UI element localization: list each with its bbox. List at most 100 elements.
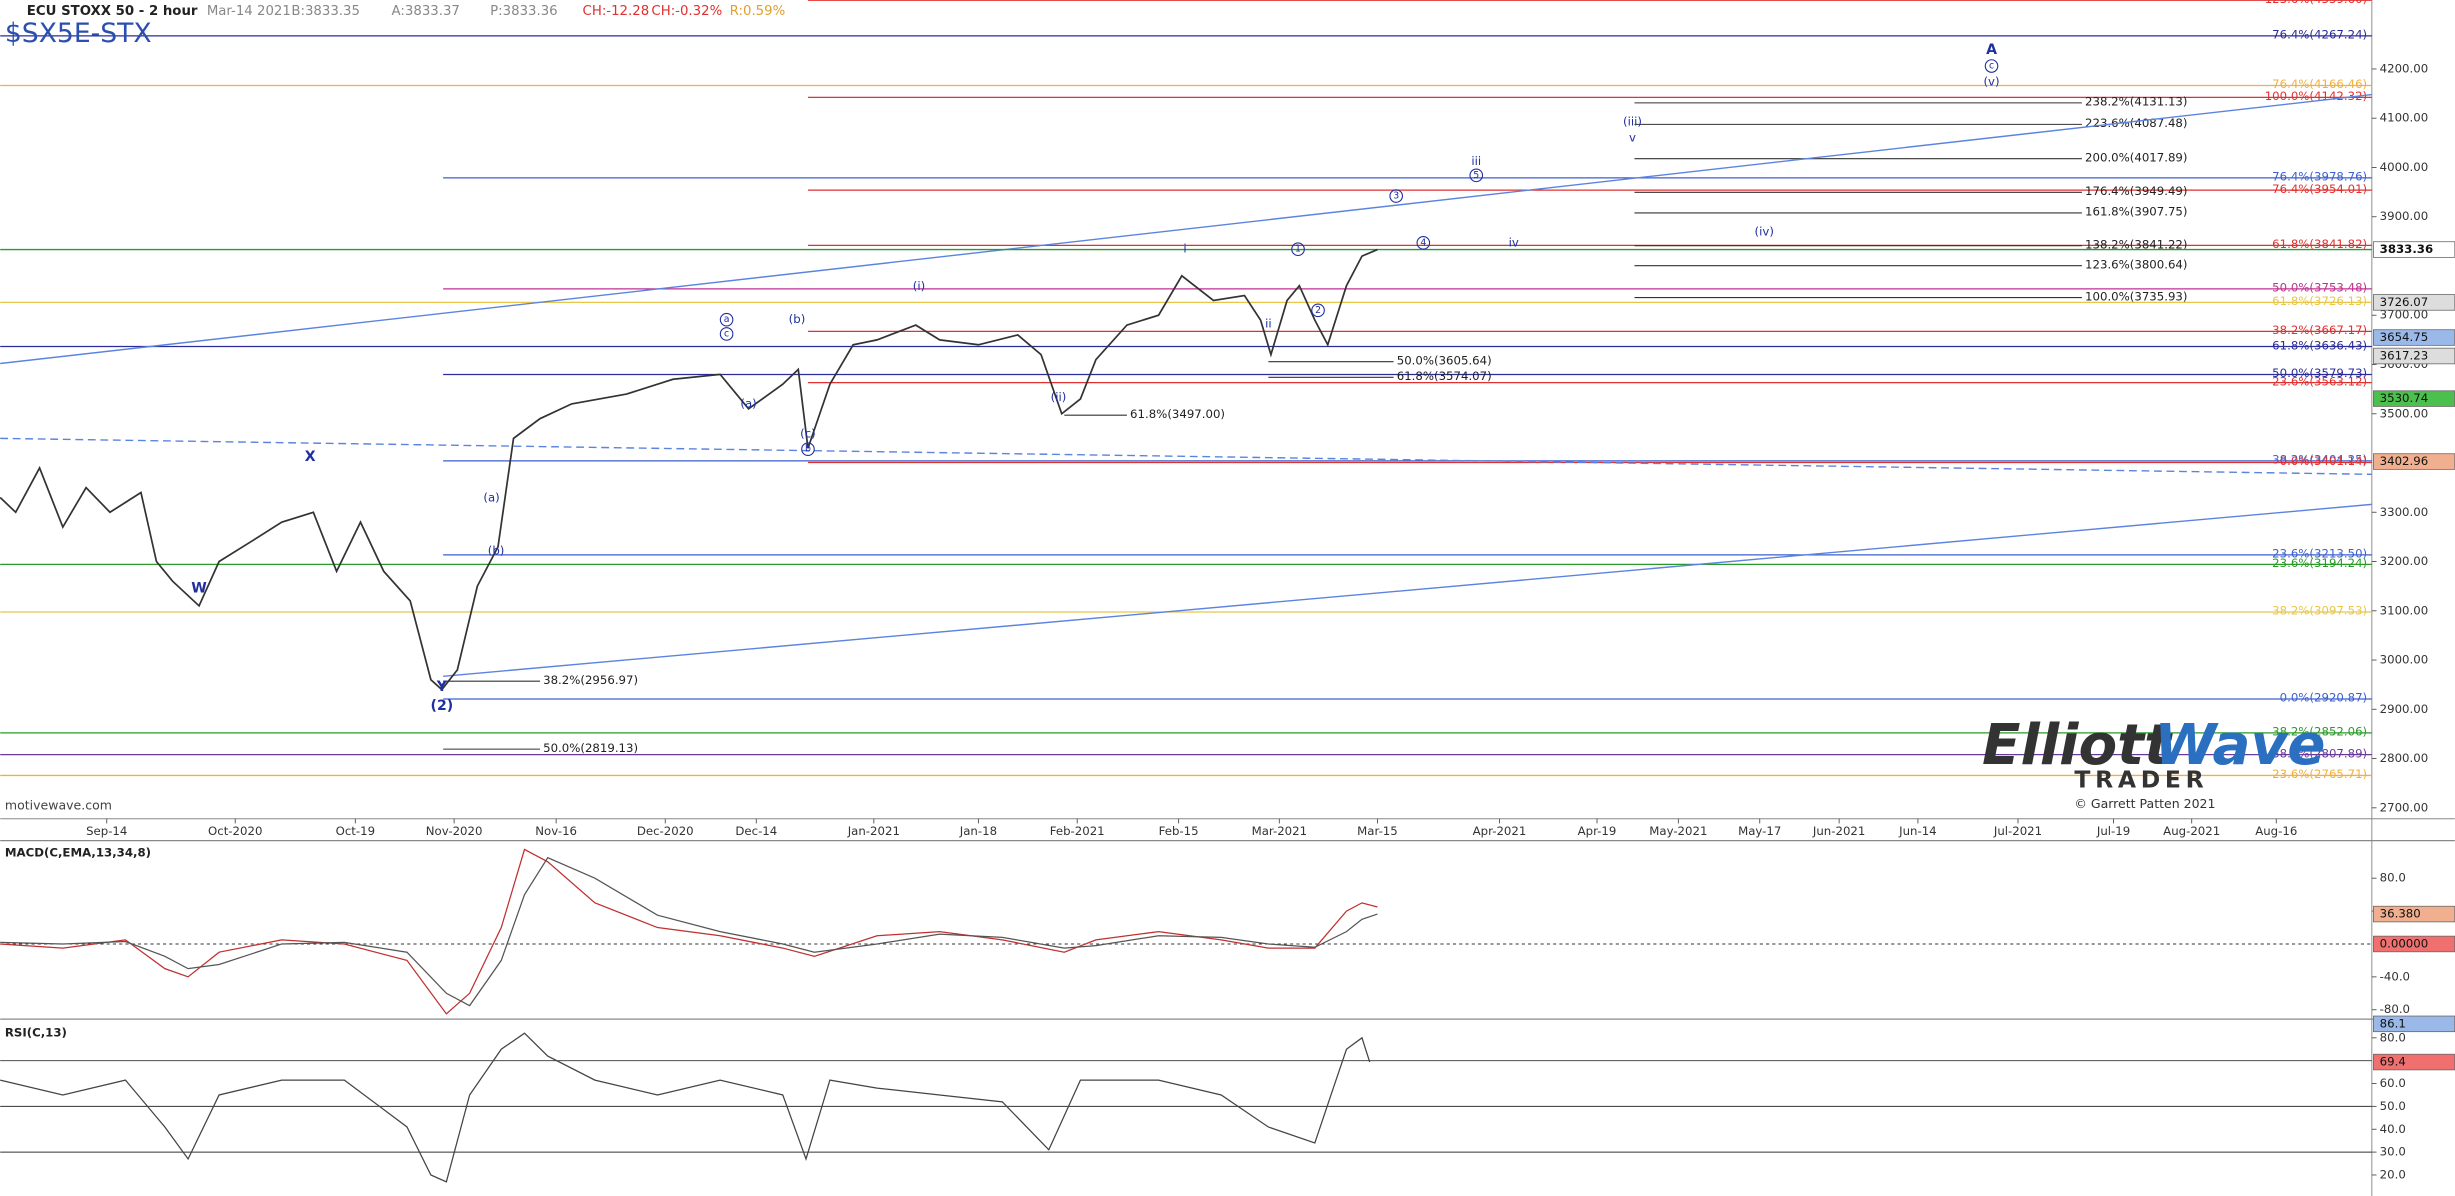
y-tick-label: 80.0 <box>2380 1030 2406 1044</box>
x-tick-label: Jan-18 <box>959 824 997 838</box>
header: ECU STOXX 50 - 2 hour Mar-14 2021 B:3833… <box>5 4 785 49</box>
y-tick-label: 3000.00 <box>2380 653 2429 667</box>
x-tick-label: Jun-14 <box>1898 824 1937 838</box>
price-tag-label: 3530.74 <box>2380 391 2429 405</box>
fib-level-label: 0.0%(3401.14) <box>2280 454 2368 468</box>
copyright: © Garrett Patten 2021 <box>2074 796 2215 811</box>
x-tick-label: Jun-2021 <box>1812 824 1865 838</box>
x-tick-label: Dec-14 <box>735 824 777 838</box>
panel-title: MACD(C,EMA,13,34,8) <box>5 846 151 860</box>
wave-label-circle <box>719 312 734 327</box>
wave-label: 1 <box>1295 244 1301 255</box>
fib-level-label: 61.8%(3726.13) <box>2272 294 2367 308</box>
x-tick-label: Mar-15 <box>1357 824 1398 838</box>
wave-label: 5 <box>1473 170 1479 181</box>
series-line <box>0 1032 1371 1183</box>
x-tick-label: May-2021 <box>1649 824 1707 838</box>
fib-level-label: 23.6%(3213.50) <box>2272 547 2367 561</box>
wave-label-circle <box>1311 303 1325 318</box>
extension-label: 61.8%(3574.07) <box>1397 369 1492 383</box>
fib-level-label: 50.0%(3753.48) <box>2272 281 2367 295</box>
x-tick-label: Apr-19 <box>1578 824 1617 838</box>
wave-label-circle <box>1389 189 1404 203</box>
x-tick-label: Feb-2021 <box>1050 824 1105 838</box>
fib-level-label: 50.0%(3579.73) <box>2272 366 2367 380</box>
x-tick-label: Apr-2021 <box>1473 824 1527 838</box>
trendline <box>443 503 2372 677</box>
wave-label-circle <box>1469 168 1484 183</box>
extension-label: 100.0%(3735.93) <box>2085 289 2187 303</box>
x-tick-label: Oct-2020 <box>208 824 262 838</box>
fib-level-label: 38.2%(3667.17) <box>2272 323 2367 337</box>
wave-label: iv <box>1509 235 1519 249</box>
y-tick-label: 80.0 <box>2380 871 2406 885</box>
symbol: $SX5E-STX <box>5 18 152 49</box>
price-tag-label: 0.00000 <box>2380 936 2429 950</box>
logo-text: Elliott <box>1982 713 2173 778</box>
wave-label-circle <box>719 327 734 341</box>
fib-level-label: 38.2%(2807.89) <box>2272 746 2367 760</box>
wave-label: a <box>724 314 730 325</box>
wave-label: (v) <box>1983 74 1999 88</box>
y-tick-label: 30.0 <box>2380 1145 2406 1159</box>
header-change-pct: CH:-0.32% <box>651 4 722 19</box>
chart-title: ECU STOXX 50 - 2 hour <box>27 4 198 19</box>
header-range: R:0.59% <box>730 4 786 19</box>
extension-label: 50.0%(3605.64) <box>1397 353 1492 367</box>
wave-label: W <box>191 581 207 597</box>
wave-label: 3 <box>1393 191 1399 202</box>
wave-label: (iv) <box>1755 224 1774 238</box>
wave-label: ii <box>1265 317 1272 331</box>
fib-level-label: 123.6%(4339.60) <box>2265 0 2367 6</box>
y-tick-label: 3900.00 <box>2380 209 2429 223</box>
y-tick-label: 3500.00 <box>2380 406 2429 420</box>
extension-label: 176.4%(3949.49) <box>2085 184 2187 198</box>
x-tick-label: Nov-16 <box>535 824 577 838</box>
wave-label-circle <box>801 442 815 457</box>
price-tag-label: 3726.07 <box>2380 295 2429 309</box>
wave-label-circle <box>1984 59 1999 73</box>
price-tag-label: 69.4 <box>2380 1055 2406 1069</box>
fib-level-label: 38.2%(3404.25) <box>2272 453 2367 467</box>
fib-level-label: 23.6%(2765.71) <box>2272 767 2367 781</box>
wave-label: (iii) <box>1623 115 1642 129</box>
x-tick-label: Jul-2021 <box>1993 824 2042 838</box>
wave-label: (a) <box>740 396 756 410</box>
x-tick-label: May-17 <box>1738 824 1781 838</box>
fib-level-label: 0.0%(2920.87) <box>2280 691 2368 705</box>
price-tag-label: 3402.96 <box>2380 454 2429 468</box>
x-tick-label: Sep-14 <box>86 824 127 838</box>
y-tick-label: 4000.00 <box>2380 160 2429 174</box>
price-tag-label: 3617.23 <box>2380 349 2429 363</box>
wave-label: (c) <box>800 426 816 440</box>
header-change: CH:-12.28 <box>583 4 650 19</box>
wave-label: v <box>1629 130 1636 144</box>
wave-label: A <box>1986 42 1997 58</box>
logo-text: Wave <box>2154 713 2325 778</box>
trendline <box>0 437 2372 476</box>
header-date: Mar-14 2021 <box>207 4 291 19</box>
wave-label-circle <box>1291 242 1305 257</box>
wave-label: (i) <box>913 279 925 293</box>
panel-title: RSI(C,13) <box>5 1026 67 1040</box>
series-line <box>0 856 1378 1007</box>
fib-level-label: 38.2%(3097.53) <box>2272 604 2367 618</box>
fib-level-label: 38.2%(2852.06) <box>2272 725 2367 739</box>
wave-label: 4 <box>1420 237 1426 248</box>
fib-level-label: 23.6%(3563.12) <box>2272 374 2367 388</box>
x-tick-label: Jul-19 <box>2096 824 2130 838</box>
y-tick-label: -40.0 <box>2380 969 2410 983</box>
extension-label: 161.8%(3907.75) <box>2085 205 2187 219</box>
extension-label: 123.6%(3800.64) <box>2085 257 2187 271</box>
wave-label: c <box>1989 61 1994 72</box>
y-tick-label: 50.0 <box>2380 1099 2406 1113</box>
extension-label: 238.2%(4131.13) <box>2085 95 2187 109</box>
wave-label: (a) <box>483 490 499 504</box>
x-tick-label: Jan-2021 <box>847 824 900 838</box>
trendline <box>0 93 2372 365</box>
wave-label: (b) <box>789 312 806 326</box>
wave-label: c <box>724 328 729 339</box>
fib-level-label: 76.4%(3954.01) <box>2272 182 2367 196</box>
fib-level-label: 76.4%(4166.46) <box>2272 77 2367 91</box>
wave-label-circle <box>1416 236 1431 250</box>
